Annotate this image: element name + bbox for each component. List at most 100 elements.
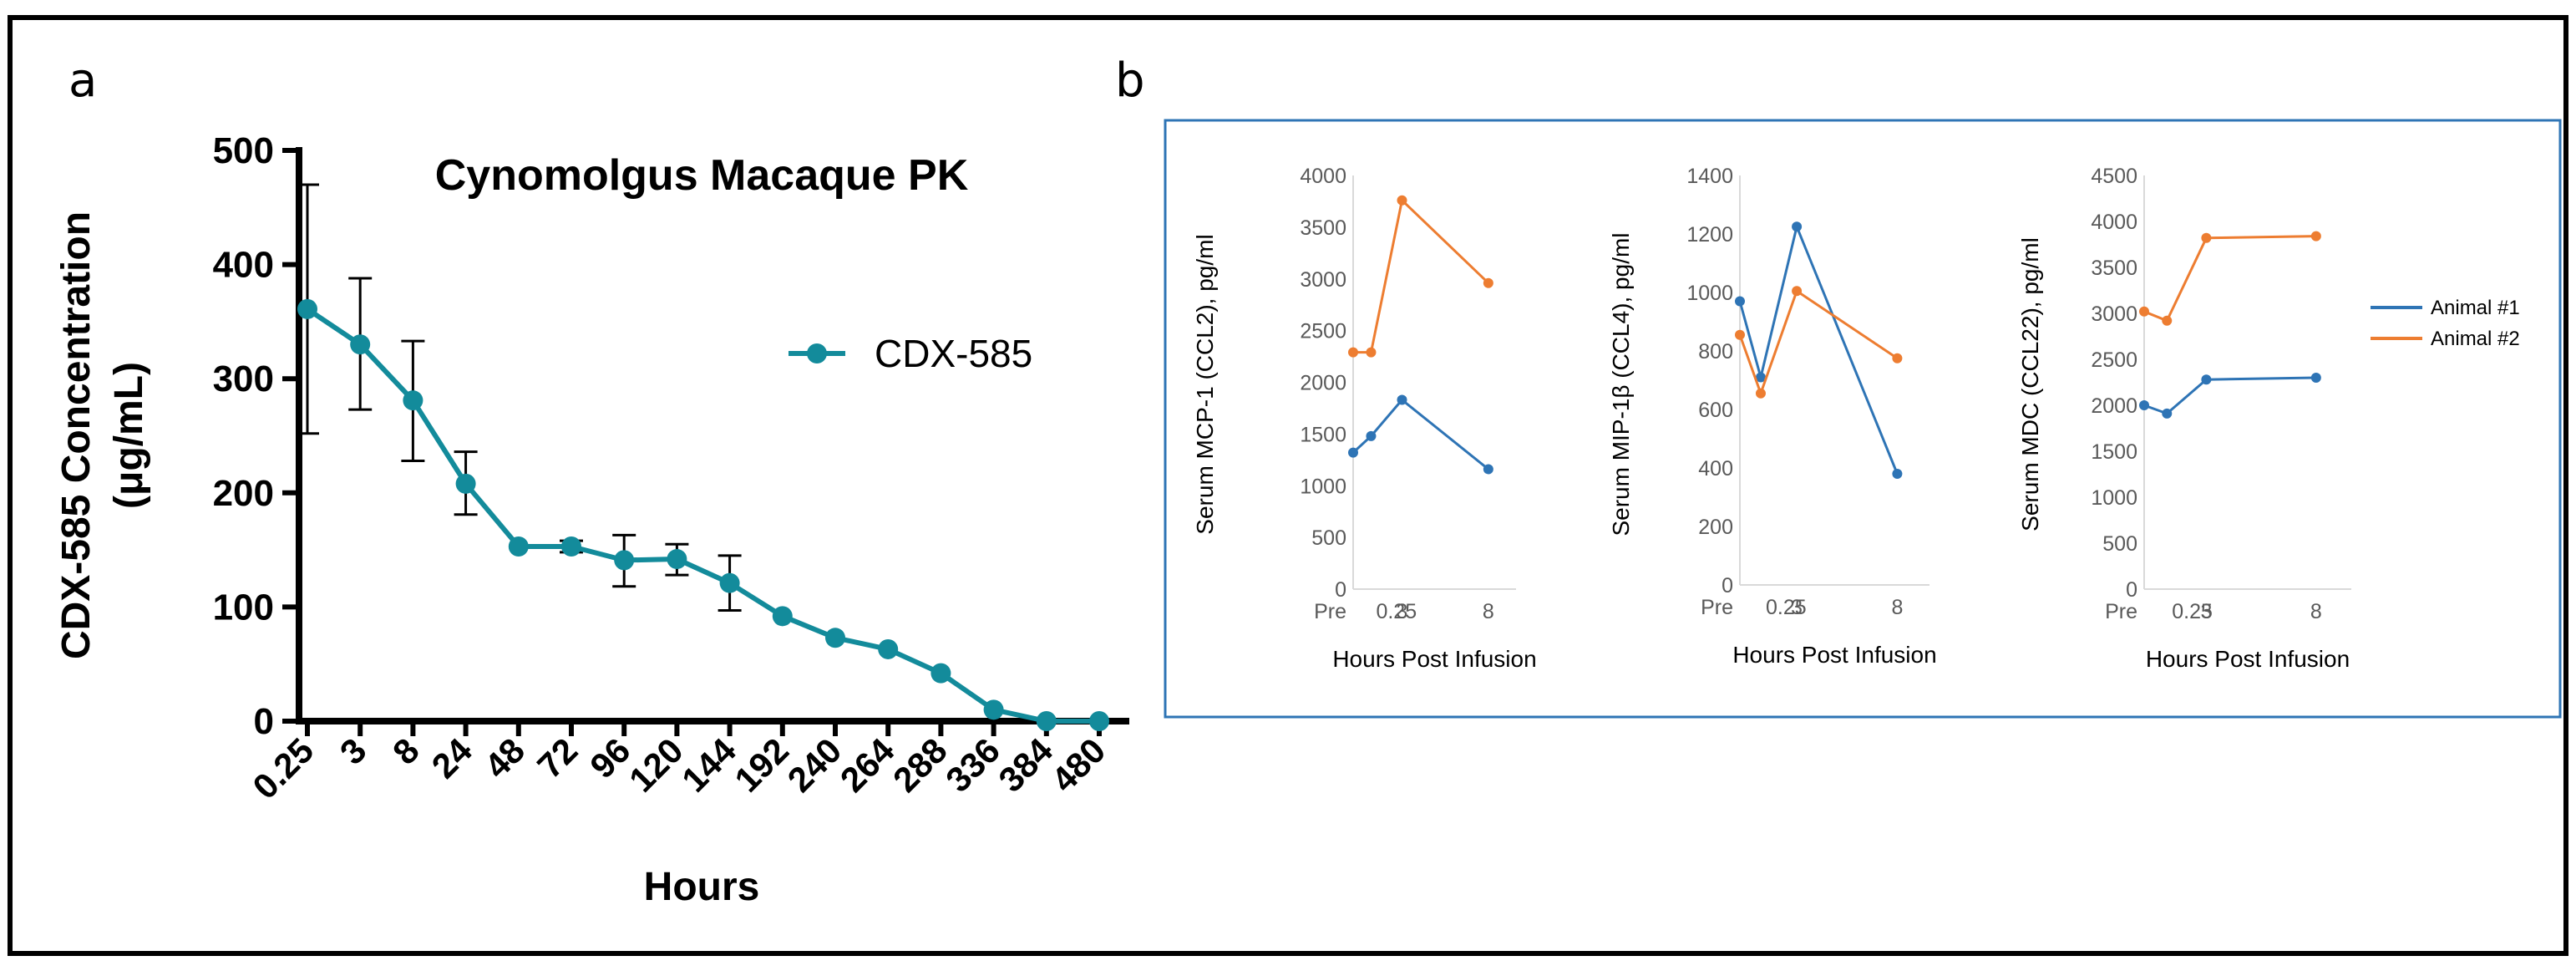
x-tick-label: Pre: [1314, 600, 1346, 623]
animal-2-line: [1738, 289, 1899, 395]
cdx-585-point: [403, 390, 423, 411]
x-tick-label: Pre: [2105, 600, 2137, 623]
animal-2-line: [1353, 199, 1489, 354]
y-axis-label: CDX-585 Concentration: [54, 211, 99, 659]
animal-2-line: [2143, 235, 2316, 323]
y-tick-label: 4000: [1300, 165, 1346, 188]
x-axis-label: Hours Post Infusion: [2146, 646, 2350, 672]
x-tick-label: 72: [530, 730, 585, 785]
x-axis-label: Hours Post Infusion: [1732, 642, 1936, 668]
animal-1-point: [1483, 464, 1493, 475]
animal-2-point: [1755, 388, 1766, 399]
animal-1-point: [2201, 374, 2212, 385]
y-tick-label: 400: [213, 245, 274, 286]
animal-2-point: [1348, 347, 1358, 358]
y-tick-label: 500: [2102, 532, 2137, 556]
animal-1-point: [2139, 400, 2149, 410]
cdx-585-point: [350, 334, 371, 355]
x-tick-label: 8: [1891, 596, 1903, 619]
y-tick-label: 1000: [1686, 282, 1733, 305]
y-tick-label: 200: [1698, 516, 1733, 539]
panel-b-frame: [1164, 119, 2562, 719]
x-tick-label: 0.25: [1376, 600, 1417, 623]
x-tick-label: 8: [1483, 600, 1494, 623]
y-tick-label: 1400: [1686, 165, 1733, 188]
y-axis-label-unit: (μg/mL): [107, 362, 151, 509]
y-tick-label: 2000: [2091, 394, 2137, 418]
y-tick-label: 200: [213, 473, 274, 514]
y-tick-label: 500: [1311, 526, 1346, 550]
animal-1-point: [1366, 430, 1377, 441]
chart-title: Cynomolgus Macaque PK: [435, 151, 969, 200]
y-tick-label: 100: [213, 587, 274, 628]
x-tick-label: 3: [2200, 600, 2212, 623]
animal-1-point: [1735, 296, 1745, 307]
legend-marker: [807, 343, 827, 363]
cdx-585-point: [931, 663, 951, 684]
cdx-585-point: [878, 638, 899, 659]
animal-2-point: [1892, 353, 1903, 363]
cdx-585-point: [772, 606, 793, 627]
y-tick-label: 3000: [2091, 302, 2137, 326]
legend-label-animal-2: Animal #2: [2431, 328, 2520, 350]
y-tick-label: 0: [2126, 578, 2137, 602]
y-tick-label: 300: [213, 358, 274, 399]
animal-1-point: [1892, 469, 1903, 479]
y-axis-label: Serum MDC (CCL22), pg/ml: [2017, 237, 2043, 531]
y-tick-label: 400: [1698, 457, 1733, 480]
animal-1-point: [1792, 221, 1803, 232]
x-tick-label: 8: [385, 730, 427, 772]
panel-b-letter: b: [1115, 53, 1145, 108]
x-tick-label: 8: [2310, 600, 2322, 623]
cdx-585-point: [719, 572, 740, 593]
legend-label-animal-1: Animal #1: [2431, 297, 2520, 319]
y-tick-label: 4000: [2091, 211, 2137, 234]
cdx-585-point: [1036, 711, 1057, 731]
y-tick-label: 2500: [2091, 348, 2137, 372]
legend-label: CDX-585: [875, 332, 1032, 375]
x-axis-label: Hours Post Infusion: [1332, 646, 1536, 672]
mip1b-chart: 0 200 400 600 800 1000 1200 1400 Pre 0.253 8 Hours …: [1608, 165, 1937, 668]
cdx-585-point: [1089, 711, 1109, 731]
animal-1-line: [1351, 399, 1489, 470]
x-tick-label: 3: [1791, 596, 1803, 619]
animal-1-point: [1397, 394, 1407, 405]
mcp1-chart: 0 500 1000 1500 2000 2500 3000 3500 4000 Pre 0.253…: [1192, 165, 1537, 672]
animal-1-point: [1755, 372, 1766, 383]
animal-1-point: [2162, 408, 2173, 419]
x-tick-label: 480: [1044, 730, 1113, 800]
y-tick-label: 1500: [1300, 423, 1346, 446]
y-tick-label: 3500: [2091, 257, 2137, 280]
cdx-585-point: [614, 550, 635, 571]
x-tick-label: 0.25: [1766, 596, 1807, 619]
x-tick-label: 0.25: [2172, 600, 2213, 623]
x-tick-label: 3: [332, 730, 374, 772]
cdx-585-point: [983, 699, 1004, 720]
animal-2-point: [1366, 347, 1377, 358]
x-tick-label: Pre: [1701, 596, 1733, 619]
animal-2-point: [2201, 232, 2212, 243]
animal-1-point: [2310, 373, 2321, 383]
y-tick-label: 600: [1698, 399, 1733, 422]
y-tick-label: 4500: [2091, 165, 2137, 188]
cdx-585-point: [667, 549, 687, 570]
cdx-585-point: [297, 298, 317, 319]
y-tick-label: 0: [1335, 578, 1346, 602]
y-tick-label: 1500: [2091, 440, 2137, 464]
panel-a-letter: a: [68, 53, 97, 108]
cdx-585-line: [306, 307, 1099, 724]
animal-1-point: [1348, 447, 1358, 458]
mdc-chart: 0 500 1000 1500 2000 2500 3000 3500 4000 4500 Pre 0…: [2017, 165, 2520, 672]
animal-2-point: [2162, 315, 2173, 326]
x-tick-label: 24: [424, 730, 480, 786]
animal-2-point: [2139, 306, 2149, 317]
x-tick-label: 3: [1397, 600, 1408, 623]
animal-2-point: [1792, 286, 1803, 297]
animal-2-point: [1483, 277, 1493, 288]
y-axis-label: Serum MIP-1β (CCL4), pg/ml: [1608, 232, 1634, 536]
cdx-585-point: [508, 536, 529, 557]
y-tick-label: 3000: [1300, 268, 1346, 292]
animal-2-point: [2310, 231, 2321, 241]
